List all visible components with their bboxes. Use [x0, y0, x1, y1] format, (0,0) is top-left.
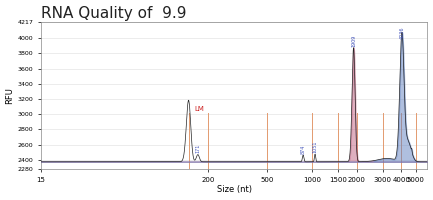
Text: 4036: 4036 [399, 26, 404, 39]
Text: RNA Quality of  9.9: RNA Quality of 9.9 [41, 6, 186, 21]
Text: 874: 874 [301, 145, 306, 154]
Y-axis label: RFU: RFU [6, 87, 15, 104]
X-axis label: Size (nt): Size (nt) [216, 185, 252, 194]
Text: 1051: 1051 [313, 141, 317, 153]
Text: 1909: 1909 [351, 34, 356, 47]
Text: 171: 171 [195, 144, 200, 153]
Text: LM: LM [195, 106, 205, 112]
